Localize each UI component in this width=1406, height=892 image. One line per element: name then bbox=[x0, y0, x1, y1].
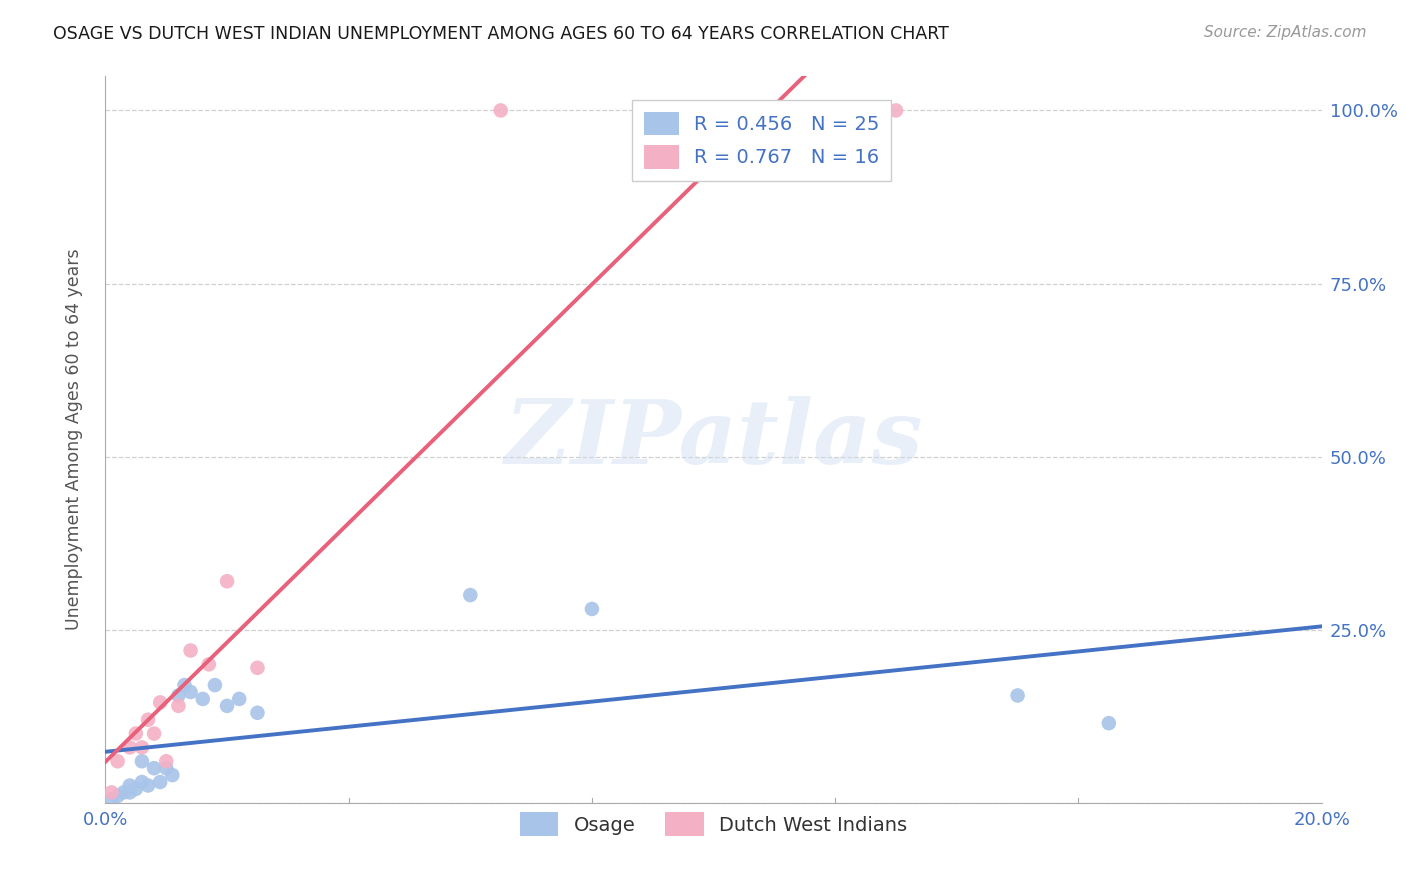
Point bbox=[173, 678, 195, 692]
Text: OSAGE VS DUTCH WEST INDIAN UNEMPLOYMENT AMONG AGES 60 TO 64 YEARS CORRELATION CH: OSAGE VS DUTCH WEST INDIAN UNEMPLOYMENT … bbox=[53, 25, 949, 43]
Point bbox=[217, 574, 239, 589]
Legend: Osage, Dutch West Indians: Osage, Dutch West Indians bbox=[512, 805, 915, 844]
Point bbox=[1007, 689, 1029, 703]
Point bbox=[149, 775, 172, 789]
Point bbox=[100, 792, 122, 806]
Point bbox=[489, 103, 512, 118]
Point bbox=[107, 754, 129, 768]
Point bbox=[1098, 716, 1121, 731]
Point bbox=[143, 726, 166, 740]
Point bbox=[246, 661, 269, 675]
Point bbox=[136, 713, 159, 727]
Point bbox=[149, 695, 172, 709]
Point bbox=[131, 775, 153, 789]
Point bbox=[228, 692, 250, 706]
Point bbox=[581, 602, 603, 616]
Point bbox=[131, 754, 153, 768]
Point bbox=[246, 706, 269, 720]
Point bbox=[198, 657, 221, 672]
Point bbox=[458, 588, 481, 602]
Point bbox=[167, 698, 190, 713]
Point bbox=[217, 698, 239, 713]
Point bbox=[162, 768, 184, 782]
Point bbox=[180, 685, 202, 699]
Point bbox=[131, 740, 153, 755]
Point bbox=[118, 779, 141, 793]
Point bbox=[884, 103, 907, 118]
Point bbox=[118, 785, 141, 799]
Point bbox=[107, 789, 129, 803]
Text: Source: ZipAtlas.com: Source: ZipAtlas.com bbox=[1204, 25, 1367, 40]
Point bbox=[125, 726, 148, 740]
Point bbox=[155, 761, 177, 775]
Y-axis label: Unemployment Among Ages 60 to 64 years: Unemployment Among Ages 60 to 64 years bbox=[65, 249, 83, 630]
Point bbox=[125, 781, 148, 796]
Point bbox=[112, 785, 135, 799]
Point bbox=[143, 761, 166, 775]
Point bbox=[204, 678, 226, 692]
Point bbox=[180, 643, 202, 657]
Point bbox=[167, 689, 190, 703]
Point bbox=[155, 754, 177, 768]
Point bbox=[191, 692, 214, 706]
Point bbox=[118, 740, 141, 755]
Text: ZIPatlas: ZIPatlas bbox=[505, 396, 922, 483]
Point bbox=[100, 785, 122, 799]
Point bbox=[136, 779, 159, 793]
